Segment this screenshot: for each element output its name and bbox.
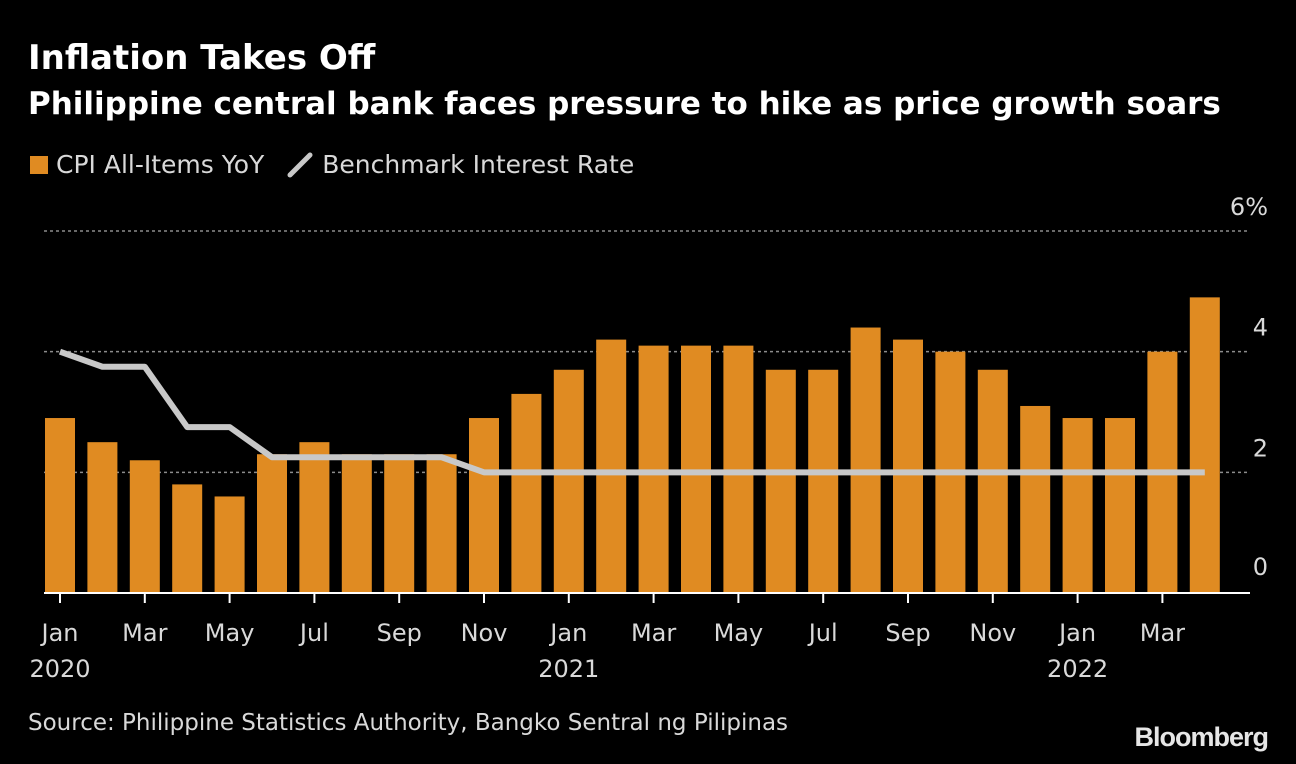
cpi-bar [681,345,711,593]
rate-line [58,348,1205,476]
y-tick-label: 6% [1230,193,1268,221]
x-tick-label: Mar [1140,619,1185,647]
cpi-bar [299,442,330,593]
cpi-bar [45,418,75,593]
cpi-bar [1062,418,1093,593]
cpi-bar [1189,297,1220,593]
cpi-bar [765,369,796,593]
x-tick-label: Jan [40,619,79,647]
cpi-bar [384,454,415,593]
cpi-bar [341,454,372,593]
cpi-bar [1105,418,1135,593]
cpi-bar [426,454,457,593]
legend-cpi-swatch [30,155,48,174]
x-year-label: 2022 [1047,655,1108,683]
chart-title: Inflation Takes Off [28,38,376,78]
legend-rate-label: Benchmark Interest Rate [322,150,635,179]
x-tick-label: Sep [885,619,930,647]
y-tick-label: 2 [1253,434,1268,462]
cpi-bar [808,369,839,593]
y-tick-label: 0 [1253,553,1268,581]
legend: CPI All-Items YoY Benchmark Interest Rat… [30,150,634,179]
cpi-bar [850,327,881,593]
cpi-bar [172,484,203,593]
x-tick-label: Jan [1057,619,1096,647]
cpi-bar [257,454,287,593]
x-tick-label: May [205,619,255,647]
cpi-bar [553,369,584,593]
chart-subtitle: Philippine central bank faces pressure t… [28,86,1221,122]
cpi-bar [596,339,627,593]
source-note: Source: Philippine Statistics Authority,… [28,710,789,736]
cpi-bar [893,339,923,593]
x-tick-label: Jan [548,619,587,647]
cpi-bar [723,345,754,593]
cpi-bar [638,345,669,593]
x-tick-label: Sep [377,619,422,647]
cpi-bar [511,393,542,593]
x-tick-label: Jul [298,619,329,647]
x-year-label: 2020 [29,655,90,683]
cpi-bar [129,460,160,593]
legend-cpi-label: CPI All-Items YoY [56,150,265,179]
legend-rate-swatch [287,152,313,177]
x-tick-label: May [714,619,764,647]
cpi-bar [469,418,499,593]
cpi-bar [1020,405,1051,593]
x-tick-label: Jul [807,619,838,647]
x-tick-label: Mar [122,619,167,647]
x-tick-label: Nov [461,619,508,647]
cpi-bar [977,369,1008,593]
x-year-label: 2021 [538,655,599,683]
y-tick-label: 4 [1253,314,1268,342]
x-tick-label: Nov [969,619,1016,647]
cpi-bar [87,442,118,593]
x-tick-label: Mar [631,619,676,647]
cpi-bar [214,496,245,593]
bloomberg-logo: Bloomberg [1134,722,1269,752]
